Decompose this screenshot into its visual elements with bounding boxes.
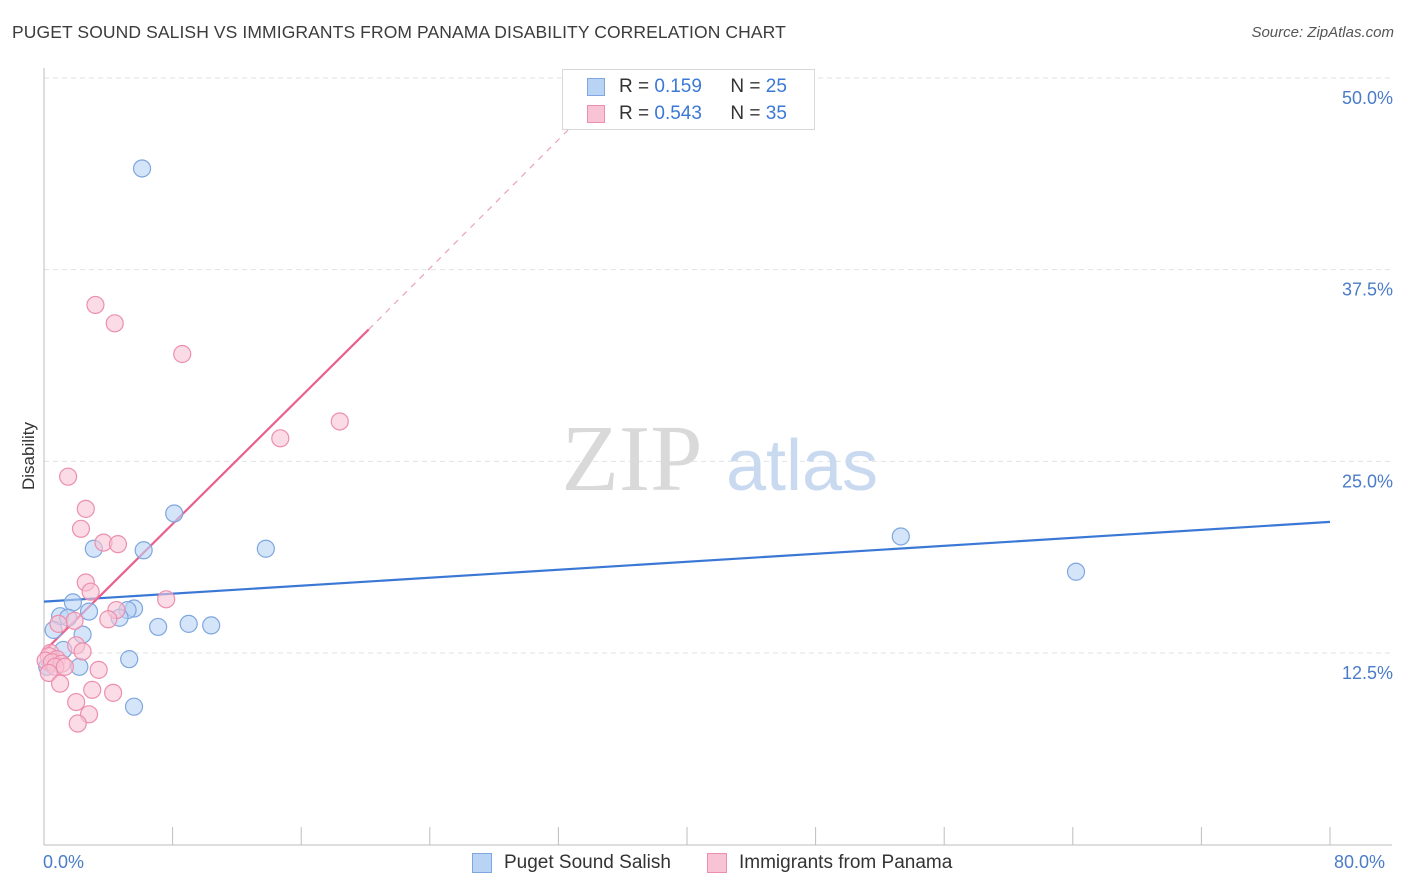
y-axis-label: Disability bbox=[19, 421, 38, 490]
correlation-legend: R = 0.159 N = 25 R = 0.543 N = 35 bbox=[562, 69, 815, 130]
data-point-salish bbox=[132, 159, 152, 178]
data-point-panama bbox=[271, 429, 290, 448]
data-point-panama bbox=[86, 295, 105, 315]
trend-layer bbox=[43, 99, 1331, 653]
data-point-panama bbox=[108, 535, 128, 554]
series-legend: Puget Sound Salish Immigrants from Panam… bbox=[0, 852, 1406, 878]
data-point-panama bbox=[49, 614, 68, 633]
y-tick-label: 12.5% bbox=[1342, 663, 1393, 683]
trend-line-salish bbox=[43, 520, 1331, 603]
data-point-salish bbox=[134, 541, 153, 560]
x-tick-label-min: 0.0% bbox=[43, 852, 85, 872]
data-point-salish bbox=[149, 617, 168, 637]
data-point-panama bbox=[157, 590, 176, 609]
data-point-panama bbox=[83, 680, 102, 699]
legend-n-label: N = bbox=[730, 76, 761, 97]
x-tick-label-max: 80.0% bbox=[1334, 852, 1386, 872]
legend-n-value: 25 bbox=[765, 76, 787, 97]
data-point-panama bbox=[99, 610, 118, 629]
grid-layer bbox=[44, 77, 1392, 654]
data-point-salish bbox=[179, 614, 198, 633]
data-point-salish bbox=[120, 650, 139, 669]
legend-r-label: R = bbox=[619, 103, 650, 124]
series-legend-label: Immigrants from Panama bbox=[739, 852, 953, 873]
data-point-panama bbox=[67, 692, 86, 712]
legend-n-label: N = bbox=[730, 103, 761, 124]
data-point-panama bbox=[173, 344, 192, 364]
data-point-salish bbox=[124, 697, 144, 716]
watermark: ZIP atlas bbox=[562, 407, 879, 511]
data-point-salish bbox=[1066, 562, 1086, 581]
legend-r-label: R = bbox=[619, 76, 650, 97]
legend-swatch-blue bbox=[587, 78, 605, 96]
series-swatch-blue bbox=[472, 853, 492, 873]
source-label: Source: ZipAtlas.com bbox=[1251, 24, 1394, 41]
legend-row-blue: R = 0.159 N = 25 bbox=[587, 75, 787, 99]
watermark-zip: ZIP bbox=[562, 407, 703, 511]
data-point-panama bbox=[105, 314, 124, 333]
legend-r-value: 0.543 bbox=[654, 103, 702, 124]
points-layer bbox=[36, 159, 1086, 733]
data-point-panama bbox=[68, 714, 87, 733]
legend-swatch-pink bbox=[587, 105, 605, 123]
y-tick-labels: 12.5% 25.0% 37.5% 50.0% bbox=[1342, 88, 1393, 683]
data-point-panama bbox=[81, 582, 100, 601]
y-tick-label: 37.5% bbox=[1342, 280, 1393, 300]
legend-n-value: 35 bbox=[765, 103, 787, 124]
data-point-panama bbox=[104, 683, 123, 702]
data-point-salish bbox=[891, 527, 910, 546]
trend-extension-panama bbox=[368, 99, 600, 330]
trend-line-panama bbox=[43, 328, 370, 653]
data-point-panama bbox=[76, 499, 95, 518]
data-point-salish bbox=[165, 504, 184, 523]
y-tick-label: 25.0% bbox=[1342, 471, 1393, 491]
y-tick-label: 50.0% bbox=[1342, 88, 1393, 108]
data-point-panama bbox=[39, 663, 58, 683]
data-point-salish bbox=[202, 616, 221, 635]
axis-layer bbox=[43, 68, 1392, 846]
data-point-panama bbox=[71, 519, 91, 538]
series-legend-item-panama: Immigrants from Panama bbox=[707, 852, 952, 874]
data-point-panama bbox=[73, 642, 92, 661]
data-point-panama bbox=[65, 611, 84, 630]
series-legend-item-salish: Puget Sound Salish bbox=[472, 852, 671, 874]
data-point-panama bbox=[55, 657, 74, 676]
data-point-panama bbox=[89, 660, 108, 679]
data-point-panama bbox=[50, 674, 70, 693]
legend-r-value: 0.159 bbox=[654, 76, 702, 97]
chart-title: PUGET SOUND SALISH VS IMMIGRANTS FROM PA… bbox=[12, 22, 786, 42]
data-point-salish bbox=[63, 593, 83, 612]
data-point-panama bbox=[330, 412, 349, 431]
series-legend-label: Puget Sound Salish bbox=[504, 852, 671, 873]
data-point-panama bbox=[59, 467, 78, 486]
data-point-salish bbox=[256, 539, 275, 558]
series-swatch-pink bbox=[707, 853, 727, 873]
data-point-salish bbox=[79, 602, 99, 621]
legend-row-pink: R = 0.543 N = 35 bbox=[587, 102, 787, 126]
watermark-atlas: atlas bbox=[726, 426, 878, 506]
